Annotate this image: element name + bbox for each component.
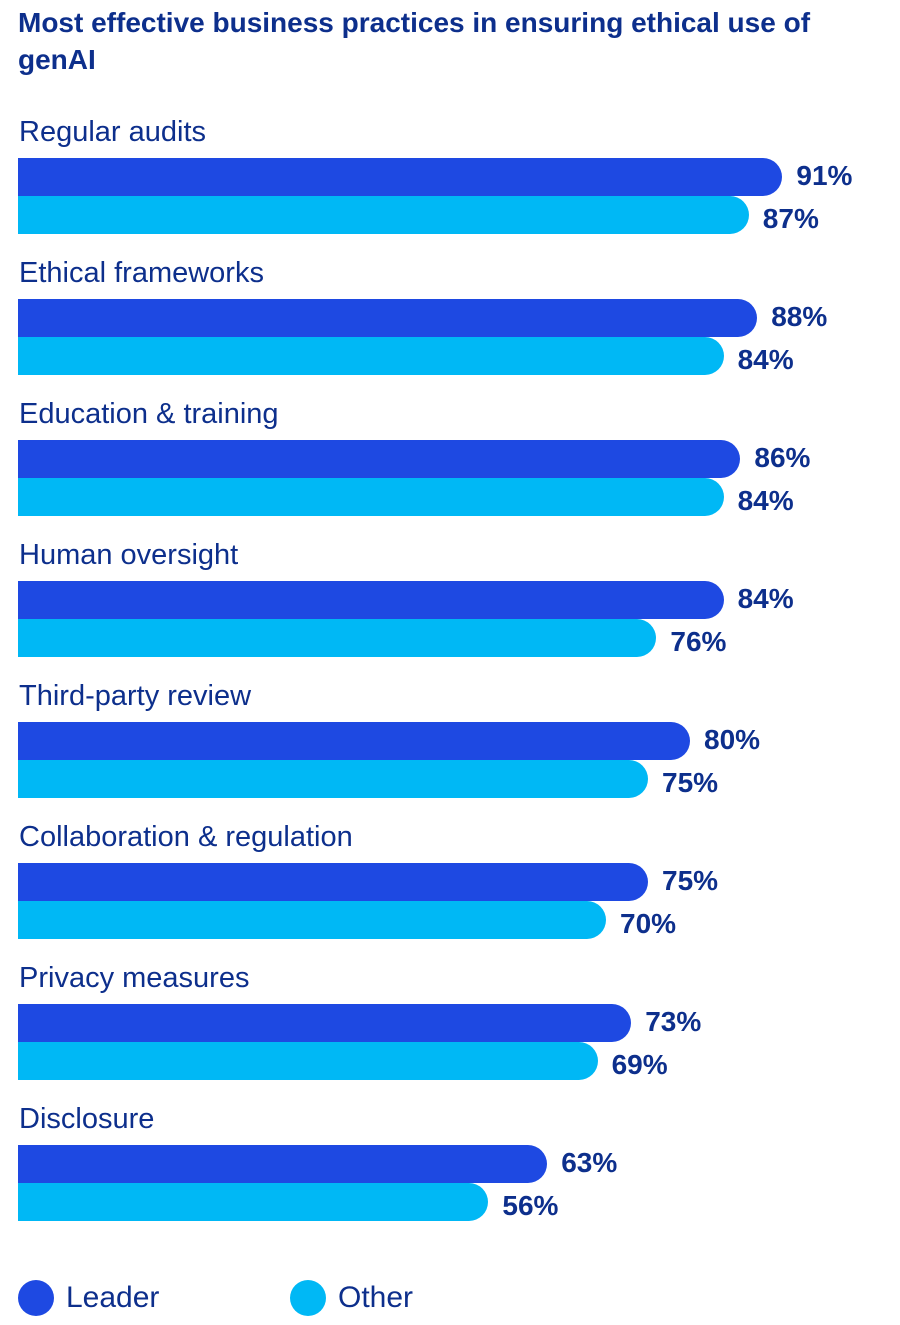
data-label-other: 75% (662, 767, 719, 798)
category-label: Disclosure (19, 1103, 155, 1135)
data-label-other: 87% (762, 203, 819, 234)
bar-other (18, 337, 724, 375)
bar-leader (18, 863, 648, 901)
category-label: Human oversight (19, 539, 239, 571)
data-label-leader: 86% (754, 442, 811, 473)
legend-label-other: Other (338, 1281, 414, 1314)
data-label-other: 84% (737, 344, 794, 375)
bar-leader (18, 581, 724, 619)
data-label-leader: 84% (737, 583, 794, 614)
data-label-other: 70% (620, 908, 677, 939)
data-label-leader: 75% (662, 865, 719, 896)
data-label-leader: 63% (561, 1147, 618, 1178)
bar-other (18, 196, 749, 234)
category-label: Education & training (19, 398, 279, 430)
bar-leader (18, 440, 741, 478)
legend-item-leader: Leader (18, 1280, 159, 1316)
data-label-leader: 73% (645, 1006, 702, 1037)
bar-leader (18, 1004, 632, 1042)
bar-other (18, 1183, 489, 1221)
legend-item-other: Other (290, 1280, 413, 1316)
bar-leader (18, 299, 758, 337)
data-label-other: 69% (611, 1049, 668, 1080)
data-label-leader: 88% (771, 301, 828, 332)
bar-other (18, 760, 648, 798)
bar-other (18, 478, 724, 516)
legend-swatch-other (290, 1280, 326, 1316)
category-label: Third-party review (19, 680, 252, 712)
category-label: Privacy measures (19, 962, 250, 994)
category-label: Regular audits (19, 116, 206, 148)
bar-other (18, 901, 606, 939)
bar-leader (18, 158, 783, 196)
category-label: Collaboration & regulation (19, 821, 353, 853)
data-label-leader: 91% (796, 160, 853, 191)
bar-leader (18, 722, 690, 760)
data-label-other: 56% (502, 1190, 559, 1221)
bar-other (18, 619, 657, 657)
data-label-other: 84% (737, 485, 794, 516)
chart-title: Most effective business practices in ens… (18, 7, 811, 75)
bar-other (18, 1042, 598, 1080)
category-label: Ethical frameworks (19, 257, 264, 289)
data-label-leader: 80% (704, 724, 761, 755)
legend-swatch-leader (18, 1280, 54, 1316)
data-label-other: 76% (670, 626, 727, 657)
bar-leader (18, 1145, 548, 1183)
legend-label-leader: Leader (66, 1281, 160, 1314)
